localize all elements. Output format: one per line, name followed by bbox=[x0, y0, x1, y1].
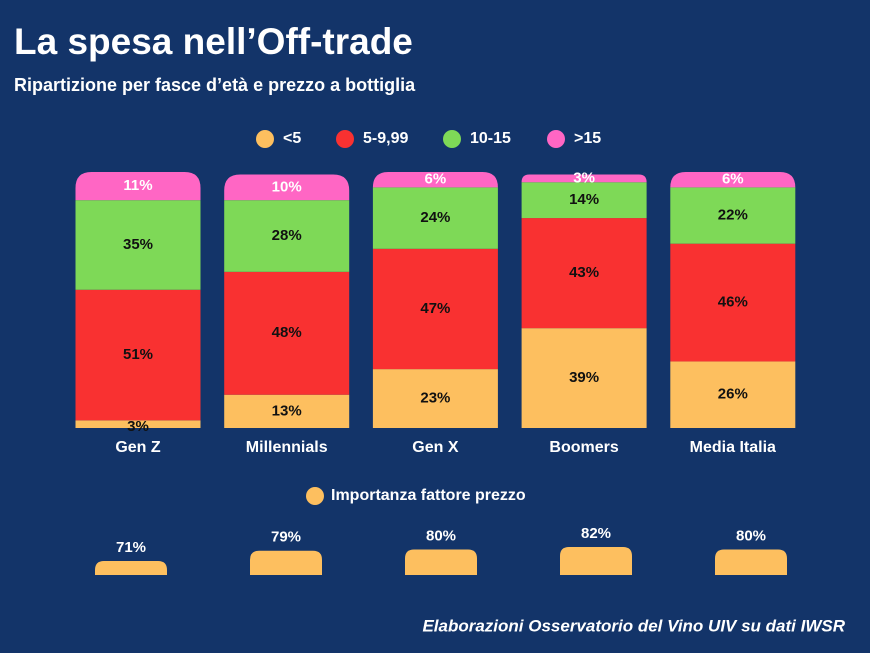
data-label: 14% bbox=[569, 191, 599, 208]
data-label: 47% bbox=[420, 300, 450, 317]
bar-segment bbox=[521, 182, 647, 219]
bar-segment bbox=[75, 172, 201, 201]
data-label: 3% bbox=[127, 418, 149, 435]
x-tick-label: Millennials bbox=[246, 439, 328, 456]
data-label: 82% bbox=[581, 525, 611, 542]
legend-label: 10-15 bbox=[470, 130, 511, 147]
data-label: 28% bbox=[272, 227, 302, 244]
data-label: 43% bbox=[569, 264, 599, 281]
data-label: 3% bbox=[573, 169, 595, 186]
bar-segment bbox=[224, 271, 350, 395]
legend-label: 5-9,99 bbox=[363, 130, 408, 147]
bar-segment bbox=[224, 394, 350, 428]
bar bbox=[560, 546, 632, 575]
data-label: 71% bbox=[116, 539, 146, 556]
bar-segment bbox=[75, 200, 201, 290]
data-label: 48% bbox=[272, 324, 302, 341]
data-label: 6% bbox=[722, 171, 744, 188]
legend-swatch bbox=[256, 130, 274, 148]
bar-segment bbox=[670, 187, 796, 244]
title: La spesa nell’Off-trade bbox=[14, 21, 413, 62]
data-label: 35% bbox=[123, 236, 153, 253]
legend-swatch bbox=[336, 130, 354, 148]
data-label: 51% bbox=[123, 346, 153, 363]
data-label: 26% bbox=[718, 386, 748, 403]
subtitle: Ripartizione per fasce d’età e prezzo a … bbox=[14, 75, 416, 95]
legend-label: <5 bbox=[283, 130, 301, 147]
bar bbox=[715, 549, 787, 575]
data-label: 23% bbox=[420, 390, 450, 407]
data-label: 11% bbox=[123, 177, 152, 194]
data-label: 24% bbox=[420, 209, 450, 226]
data-label: 80% bbox=[426, 527, 456, 544]
legend-swatch bbox=[443, 130, 461, 148]
bar-segment bbox=[521, 328, 647, 428]
bar-segment bbox=[372, 172, 498, 188]
bar-segment bbox=[521, 174, 647, 183]
bar-segment bbox=[224, 200, 350, 272]
data-label: 6% bbox=[425, 171, 447, 188]
bar-segment bbox=[372, 248, 498, 370]
bar bbox=[95, 560, 167, 575]
legend-label: Importanza fattore prezzo bbox=[331, 487, 526, 504]
x-tick-label: Gen X bbox=[412, 439, 459, 456]
bar-segment bbox=[670, 172, 796, 188]
x-tick-label: Gen Z bbox=[115, 439, 161, 456]
bar-segment bbox=[75, 420, 201, 428]
bar-segment bbox=[372, 369, 498, 428]
bar-segment bbox=[670, 361, 796, 428]
legend-swatch bbox=[547, 130, 565, 148]
bar bbox=[405, 549, 477, 575]
data-label: 79% bbox=[271, 529, 301, 546]
x-tick-label: Boomers bbox=[549, 439, 618, 456]
data-label: 22% bbox=[718, 206, 748, 223]
legend-swatch bbox=[306, 487, 324, 505]
data-label: 13% bbox=[272, 402, 302, 419]
data-label: 46% bbox=[718, 294, 748, 311]
bar-segment bbox=[521, 218, 647, 329]
data-label: 10% bbox=[272, 178, 302, 195]
bar-segment bbox=[75, 289, 201, 421]
source: Elaborazioni Osservatorio del Vino UIV s… bbox=[422, 616, 845, 635]
data-label: 80% bbox=[736, 527, 766, 544]
data-label: 39% bbox=[569, 369, 599, 386]
legend-label: >15 bbox=[574, 130, 601, 147]
bar-segment bbox=[224, 174, 350, 201]
bar-segment bbox=[670, 243, 796, 362]
x-tick-label: Media Italia bbox=[690, 439, 776, 456]
bar bbox=[250, 550, 322, 575]
bar-segment bbox=[372, 187, 498, 249]
